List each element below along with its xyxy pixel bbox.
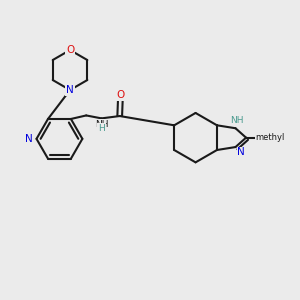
Text: N: N	[238, 147, 245, 158]
Text: N: N	[66, 85, 74, 95]
Text: methyl: methyl	[256, 133, 285, 142]
Text: H: H	[98, 124, 105, 133]
Text: O: O	[116, 90, 124, 100]
Text: O: O	[66, 45, 74, 55]
Text: NH: NH	[95, 120, 108, 129]
Text: NH: NH	[230, 116, 243, 125]
Text: N: N	[25, 134, 33, 144]
